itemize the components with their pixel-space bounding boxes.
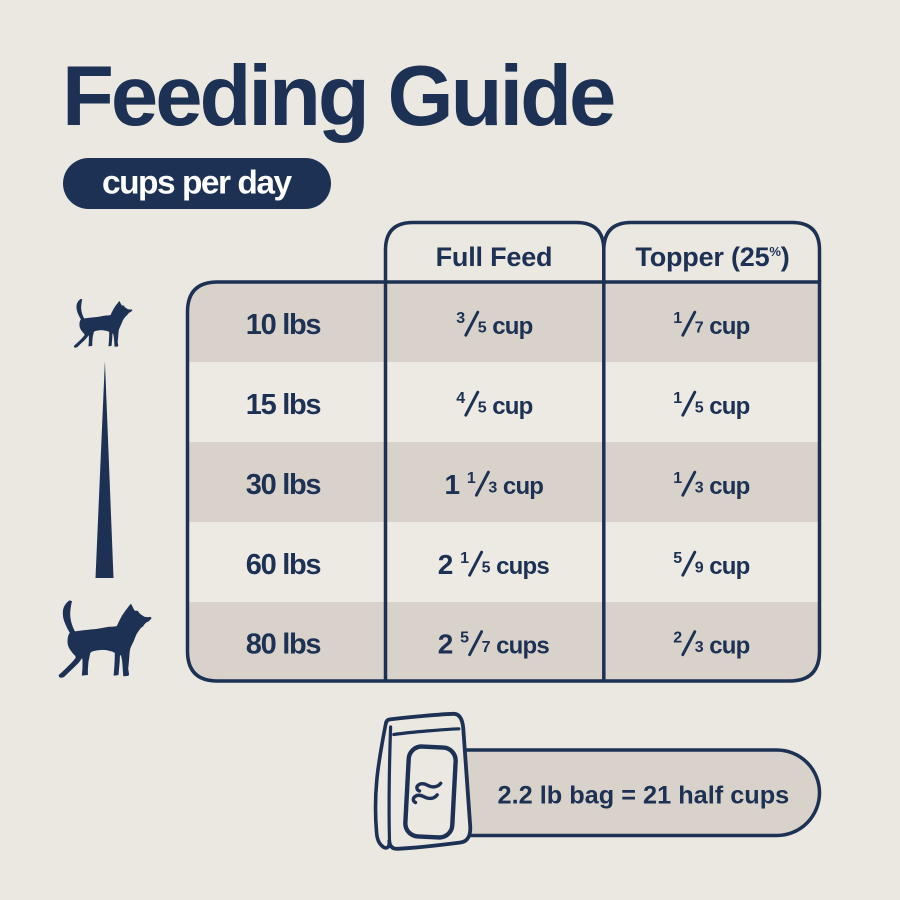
svg-text:cup: cup	[492, 313, 532, 340]
svg-text:cup: cup	[709, 633, 749, 660]
svg-text:5: 5	[482, 560, 491, 577]
svg-text:1: 1	[445, 469, 461, 500]
svg-text:cups per day: cups per day	[102, 165, 293, 202]
svg-text:5: 5	[673, 550, 682, 567]
svg-text:9: 9	[695, 560, 704, 577]
svg-text:2: 2	[438, 629, 454, 660]
svg-text:7: 7	[695, 320, 704, 337]
svg-text:Full Feed: Full Feed	[436, 242, 553, 272]
svg-text:cup: cup	[503, 473, 543, 500]
svg-text:3: 3	[695, 639, 704, 656]
svg-text:2: 2	[438, 549, 454, 580]
svg-text:1: 1	[673, 310, 682, 327]
svg-text:3: 3	[456, 310, 465, 327]
svg-text:60 lbs: 60 lbs	[246, 549, 321, 581]
svg-text:cup: cup	[709, 313, 749, 340]
svg-text:10 lbs: 10 lbs	[246, 309, 321, 341]
svg-text:1: 1	[673, 470, 682, 487]
svg-text:5: 5	[695, 400, 704, 417]
svg-text:5: 5	[478, 320, 487, 337]
svg-text:2: 2	[673, 630, 682, 647]
svg-text:3: 3	[695, 480, 704, 497]
svg-text:Topper (25%): Topper (25%)	[635, 242, 789, 272]
svg-text:1: 1	[673, 390, 682, 407]
svg-text:30 lbs: 30 lbs	[246, 469, 321, 501]
svg-text:4: 4	[456, 390, 465, 407]
svg-text:cups: cups	[496, 553, 549, 580]
svg-text:1: 1	[467, 470, 476, 487]
svg-text:cups: cups	[496, 633, 549, 660]
svg-text:80 lbs: 80 lbs	[246, 629, 321, 661]
svg-text:15 lbs: 15 lbs	[246, 389, 321, 421]
svg-text:7: 7	[482, 639, 491, 656]
svg-text:cup: cup	[492, 393, 532, 420]
svg-text:5: 5	[460, 630, 469, 647]
svg-text:cup: cup	[709, 553, 749, 580]
svg-text:1: 1	[460, 550, 469, 567]
svg-text:Feeding Guide: Feeding Guide	[62, 49, 614, 144]
svg-text:5: 5	[478, 400, 487, 417]
svg-text:cup: cup	[709, 393, 749, 420]
svg-text:cup: cup	[709, 473, 749, 500]
svg-text:3: 3	[488, 480, 497, 497]
svg-text:2.2 lb bag = 21 half cups: 2.2 lb bag = 21 half cups	[498, 781, 790, 809]
